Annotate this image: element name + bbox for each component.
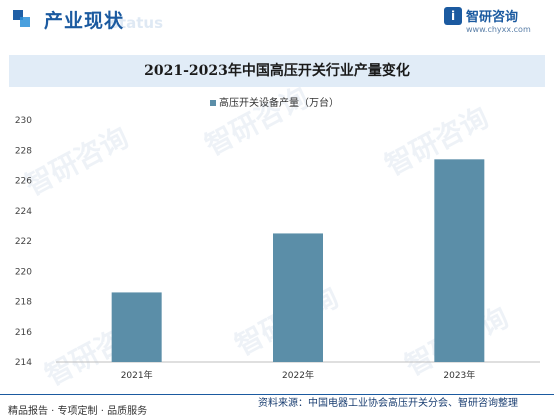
logo-mark-icon: i [444,7,462,25]
x-tick-label: 2022年 [282,369,314,381]
x-tick-label: 2023年 [443,369,475,381]
logo-url: www.chyxx.com [466,25,531,34]
legend-label: 高压开关设备产量（万台） [219,98,339,109]
page-footer: 精品报告 · 专项定制 · 品质服务 资料来源：中国电器工业协会高压开关分会、智… [0,394,554,420]
legend-swatch [210,100,216,106]
y-tick-label: 218 [15,298,32,308]
data-source: 资料来源：中国电器工业协会高压开关分会、智研咨询整理 [258,398,518,409]
y-tick-label: 228 [15,146,32,156]
chart-title-band: 2021-2023年中国高压开关行业产量变化 [9,55,545,87]
header-watermark-word: status [110,14,163,32]
y-tick-label: 230 [15,116,32,126]
chart-legend: 高压开关设备产量（万台） [210,94,339,109]
bar-chart: 214 216 218 220 222 224 226 228 230 2021年 2022年 202… [15,116,540,381]
bar [434,159,485,362]
page-header: status 产业现状 i 智研咨询 www.chyxx.com [0,0,554,42]
section-title: 产业现状 [44,10,125,32]
footer-divider [0,394,554,395]
footer-tagline: 精品报告 · 专项定制 · 品质服务 [8,406,148,417]
y-tick-label: 216 [15,328,32,338]
y-tick-label: 220 [15,267,32,277]
y-tick-label: 224 [15,207,32,217]
x-tick-label: 2021年 [121,369,153,381]
bar [273,233,323,362]
y-tick-label: 214 [15,358,32,368]
section-square-icon [20,17,30,27]
section-square-icon [13,10,23,20]
y-tick-label: 226 [15,177,32,187]
bar [111,292,162,362]
logo-name: 智研咨询 [466,10,519,25]
y-tick-label: 222 [15,237,32,247]
chart-title: 2021-2023年中国高压开关行业产量变化 [144,63,410,79]
